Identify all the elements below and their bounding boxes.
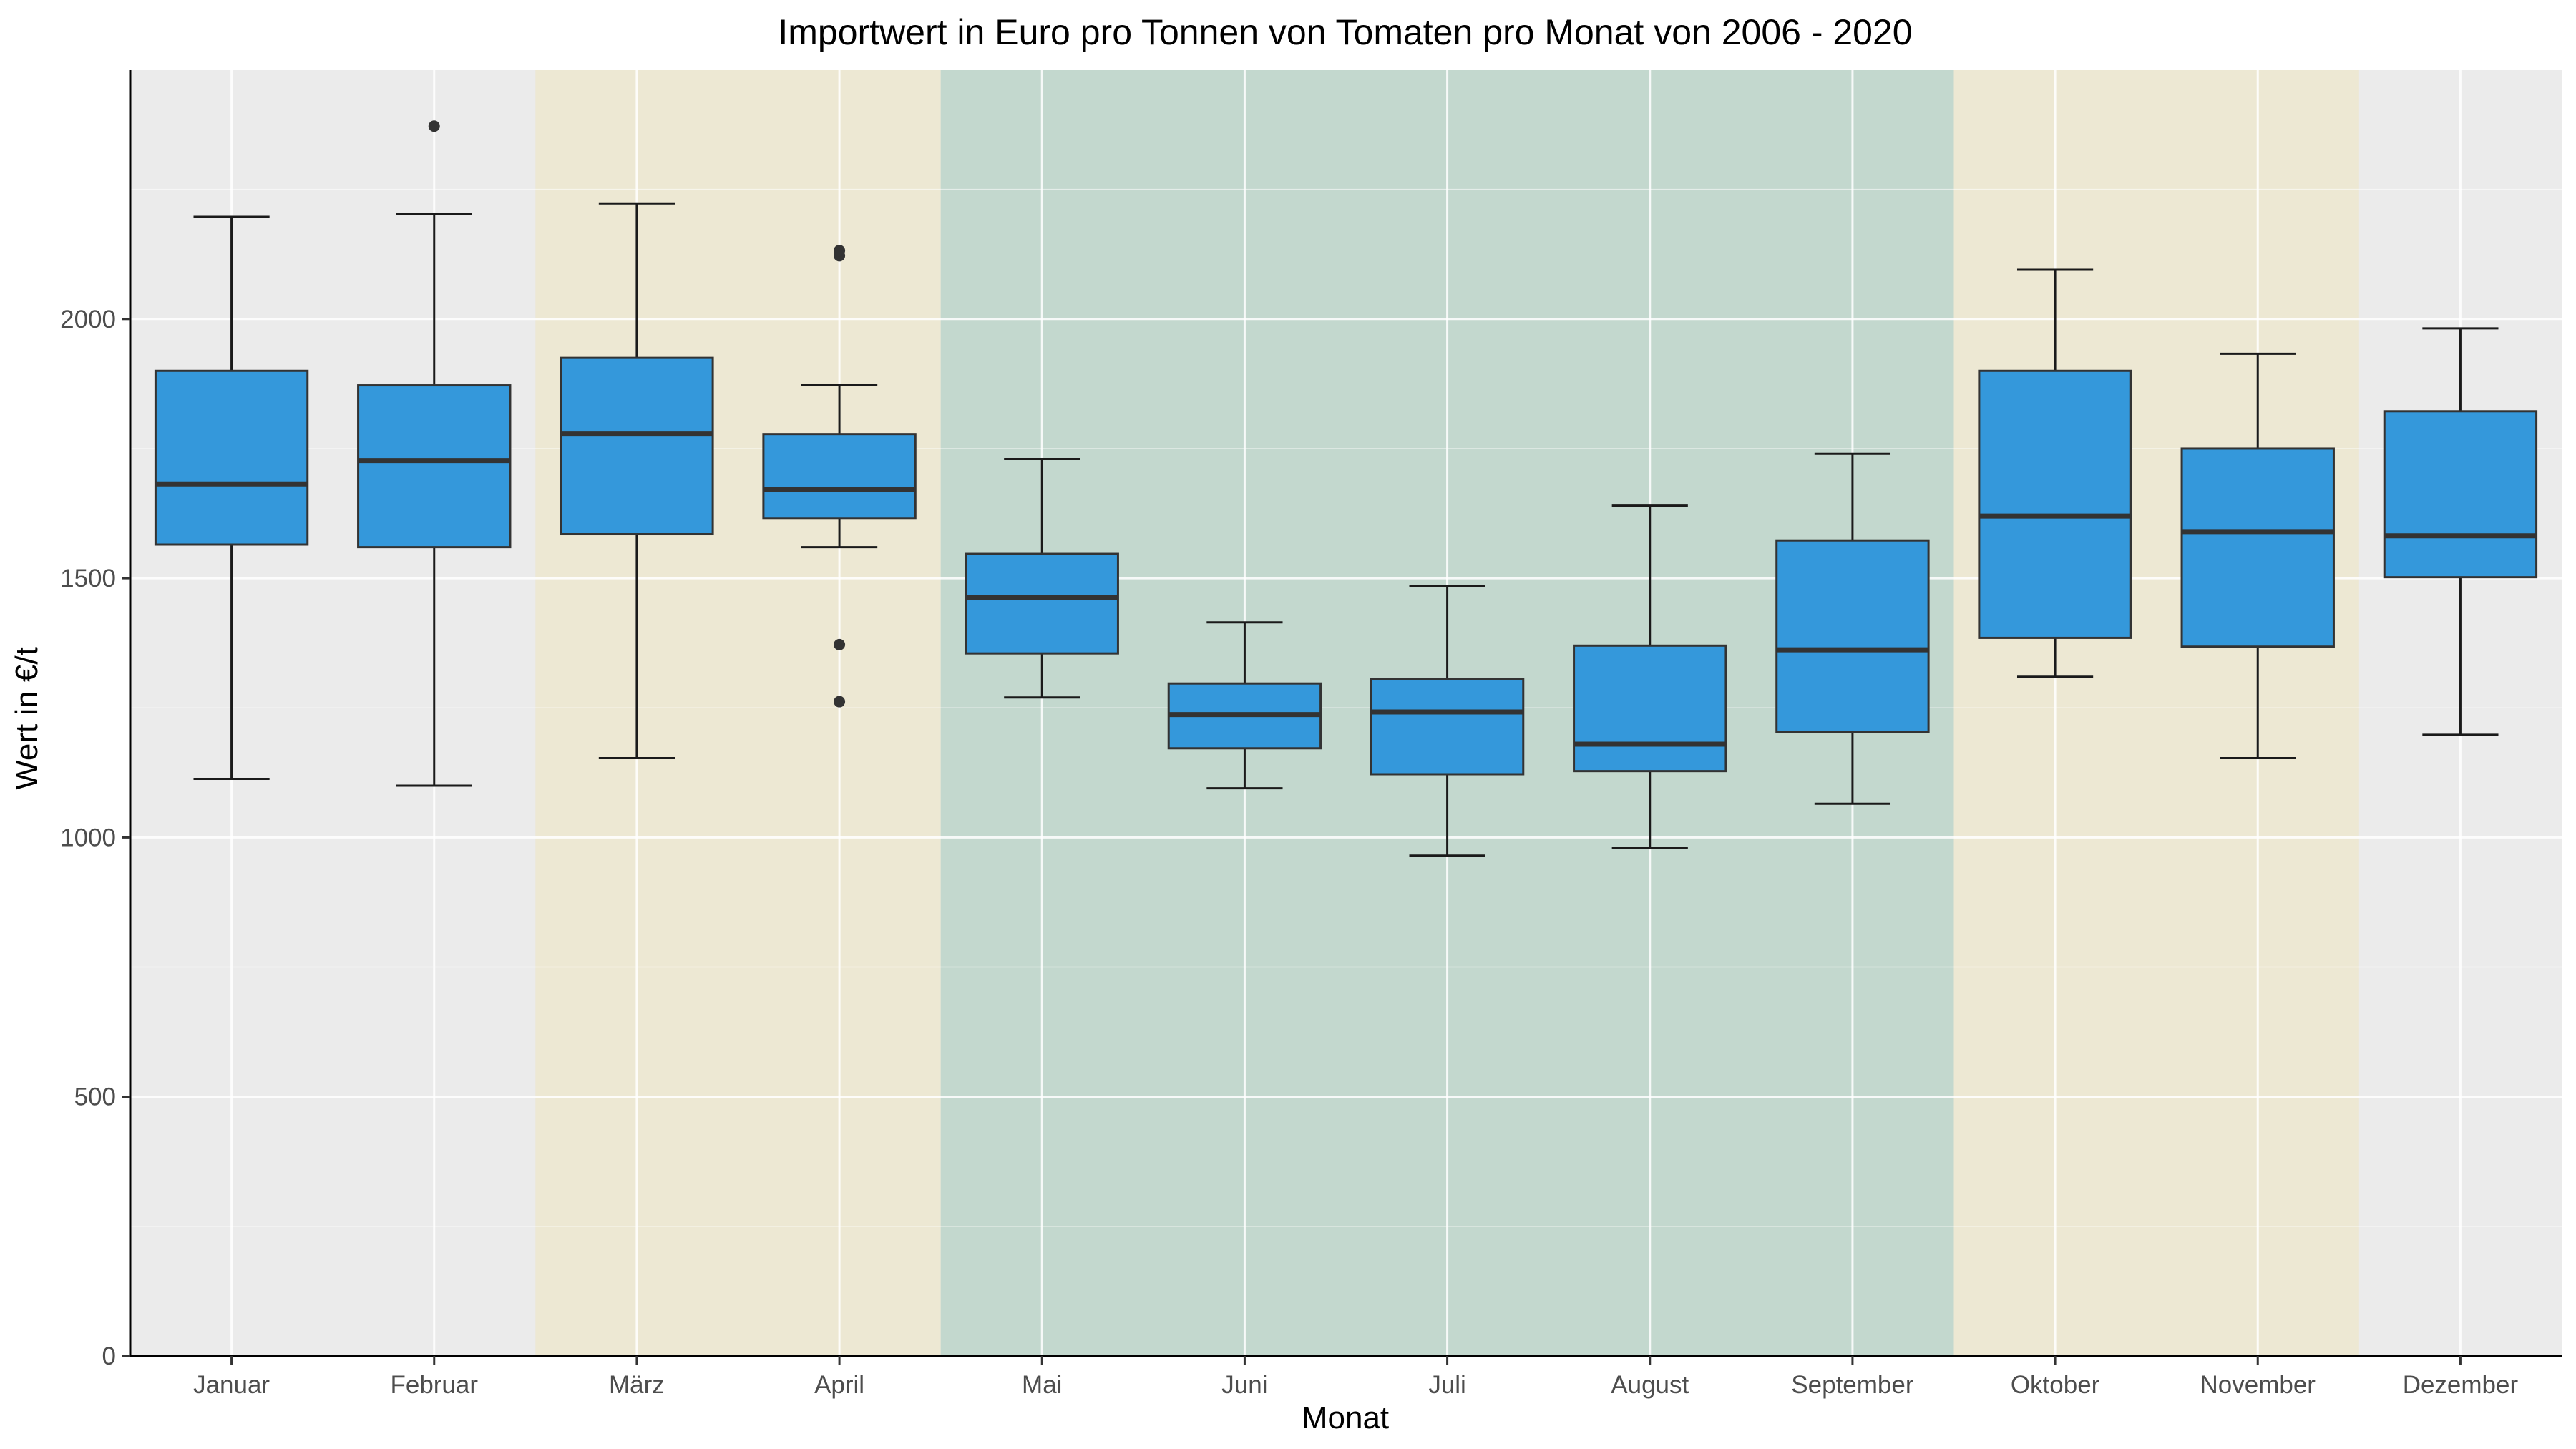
box-body: [2384, 411, 2536, 577]
outlier-point: [834, 245, 845, 256]
box-body: [1574, 645, 1726, 771]
season-band-autumn: [1954, 70, 2359, 1356]
outlier-point: [834, 639, 845, 650]
box-body: [966, 554, 1118, 653]
y-axis-title: Wert in €/t: [9, 647, 44, 790]
x-tick-label: Juni: [1221, 1371, 1267, 1399]
x-tick-label: Oktober: [2011, 1371, 2100, 1399]
box-body: [2182, 449, 2333, 647]
x-tick-label: April: [814, 1371, 864, 1399]
outlier-point: [429, 120, 440, 132]
x-axis-title: Monat: [1302, 1400, 1389, 1435]
outlier-point: [834, 696, 845, 708]
x-tick-label: September: [1791, 1371, 1914, 1399]
y-tick-label: 500: [74, 1083, 116, 1111]
x-tick-label: März: [609, 1371, 665, 1399]
box-body: [1777, 540, 1928, 732]
x-tick-label: Dezember: [2403, 1371, 2519, 1399]
y-tick-label: 1500: [60, 565, 116, 592]
chart-title: Importwert in Euro pro Tonnen von Tomate…: [778, 12, 1912, 52]
y-tick-label: 0: [102, 1342, 116, 1370]
x-tick-label: Januar: [193, 1371, 270, 1399]
box-body: [155, 371, 307, 545]
box-body: [561, 358, 713, 534]
box-body: [1371, 679, 1523, 774]
y-tick-label: 2000: [60, 306, 116, 333]
box-body: [358, 386, 510, 547]
box-body: [1979, 371, 2131, 638]
box-body: [763, 434, 915, 519]
season-band-spring: [535, 70, 940, 1356]
y-tick-label: 1000: [60, 824, 116, 852]
x-tick-label: August: [1611, 1371, 1689, 1399]
x-tick-label: Juli: [1428, 1371, 1466, 1399]
x-tick-label: November: [2200, 1371, 2316, 1399]
x-tick-label: Mai: [1022, 1371, 1062, 1399]
x-tick-label: Februar: [390, 1371, 478, 1399]
